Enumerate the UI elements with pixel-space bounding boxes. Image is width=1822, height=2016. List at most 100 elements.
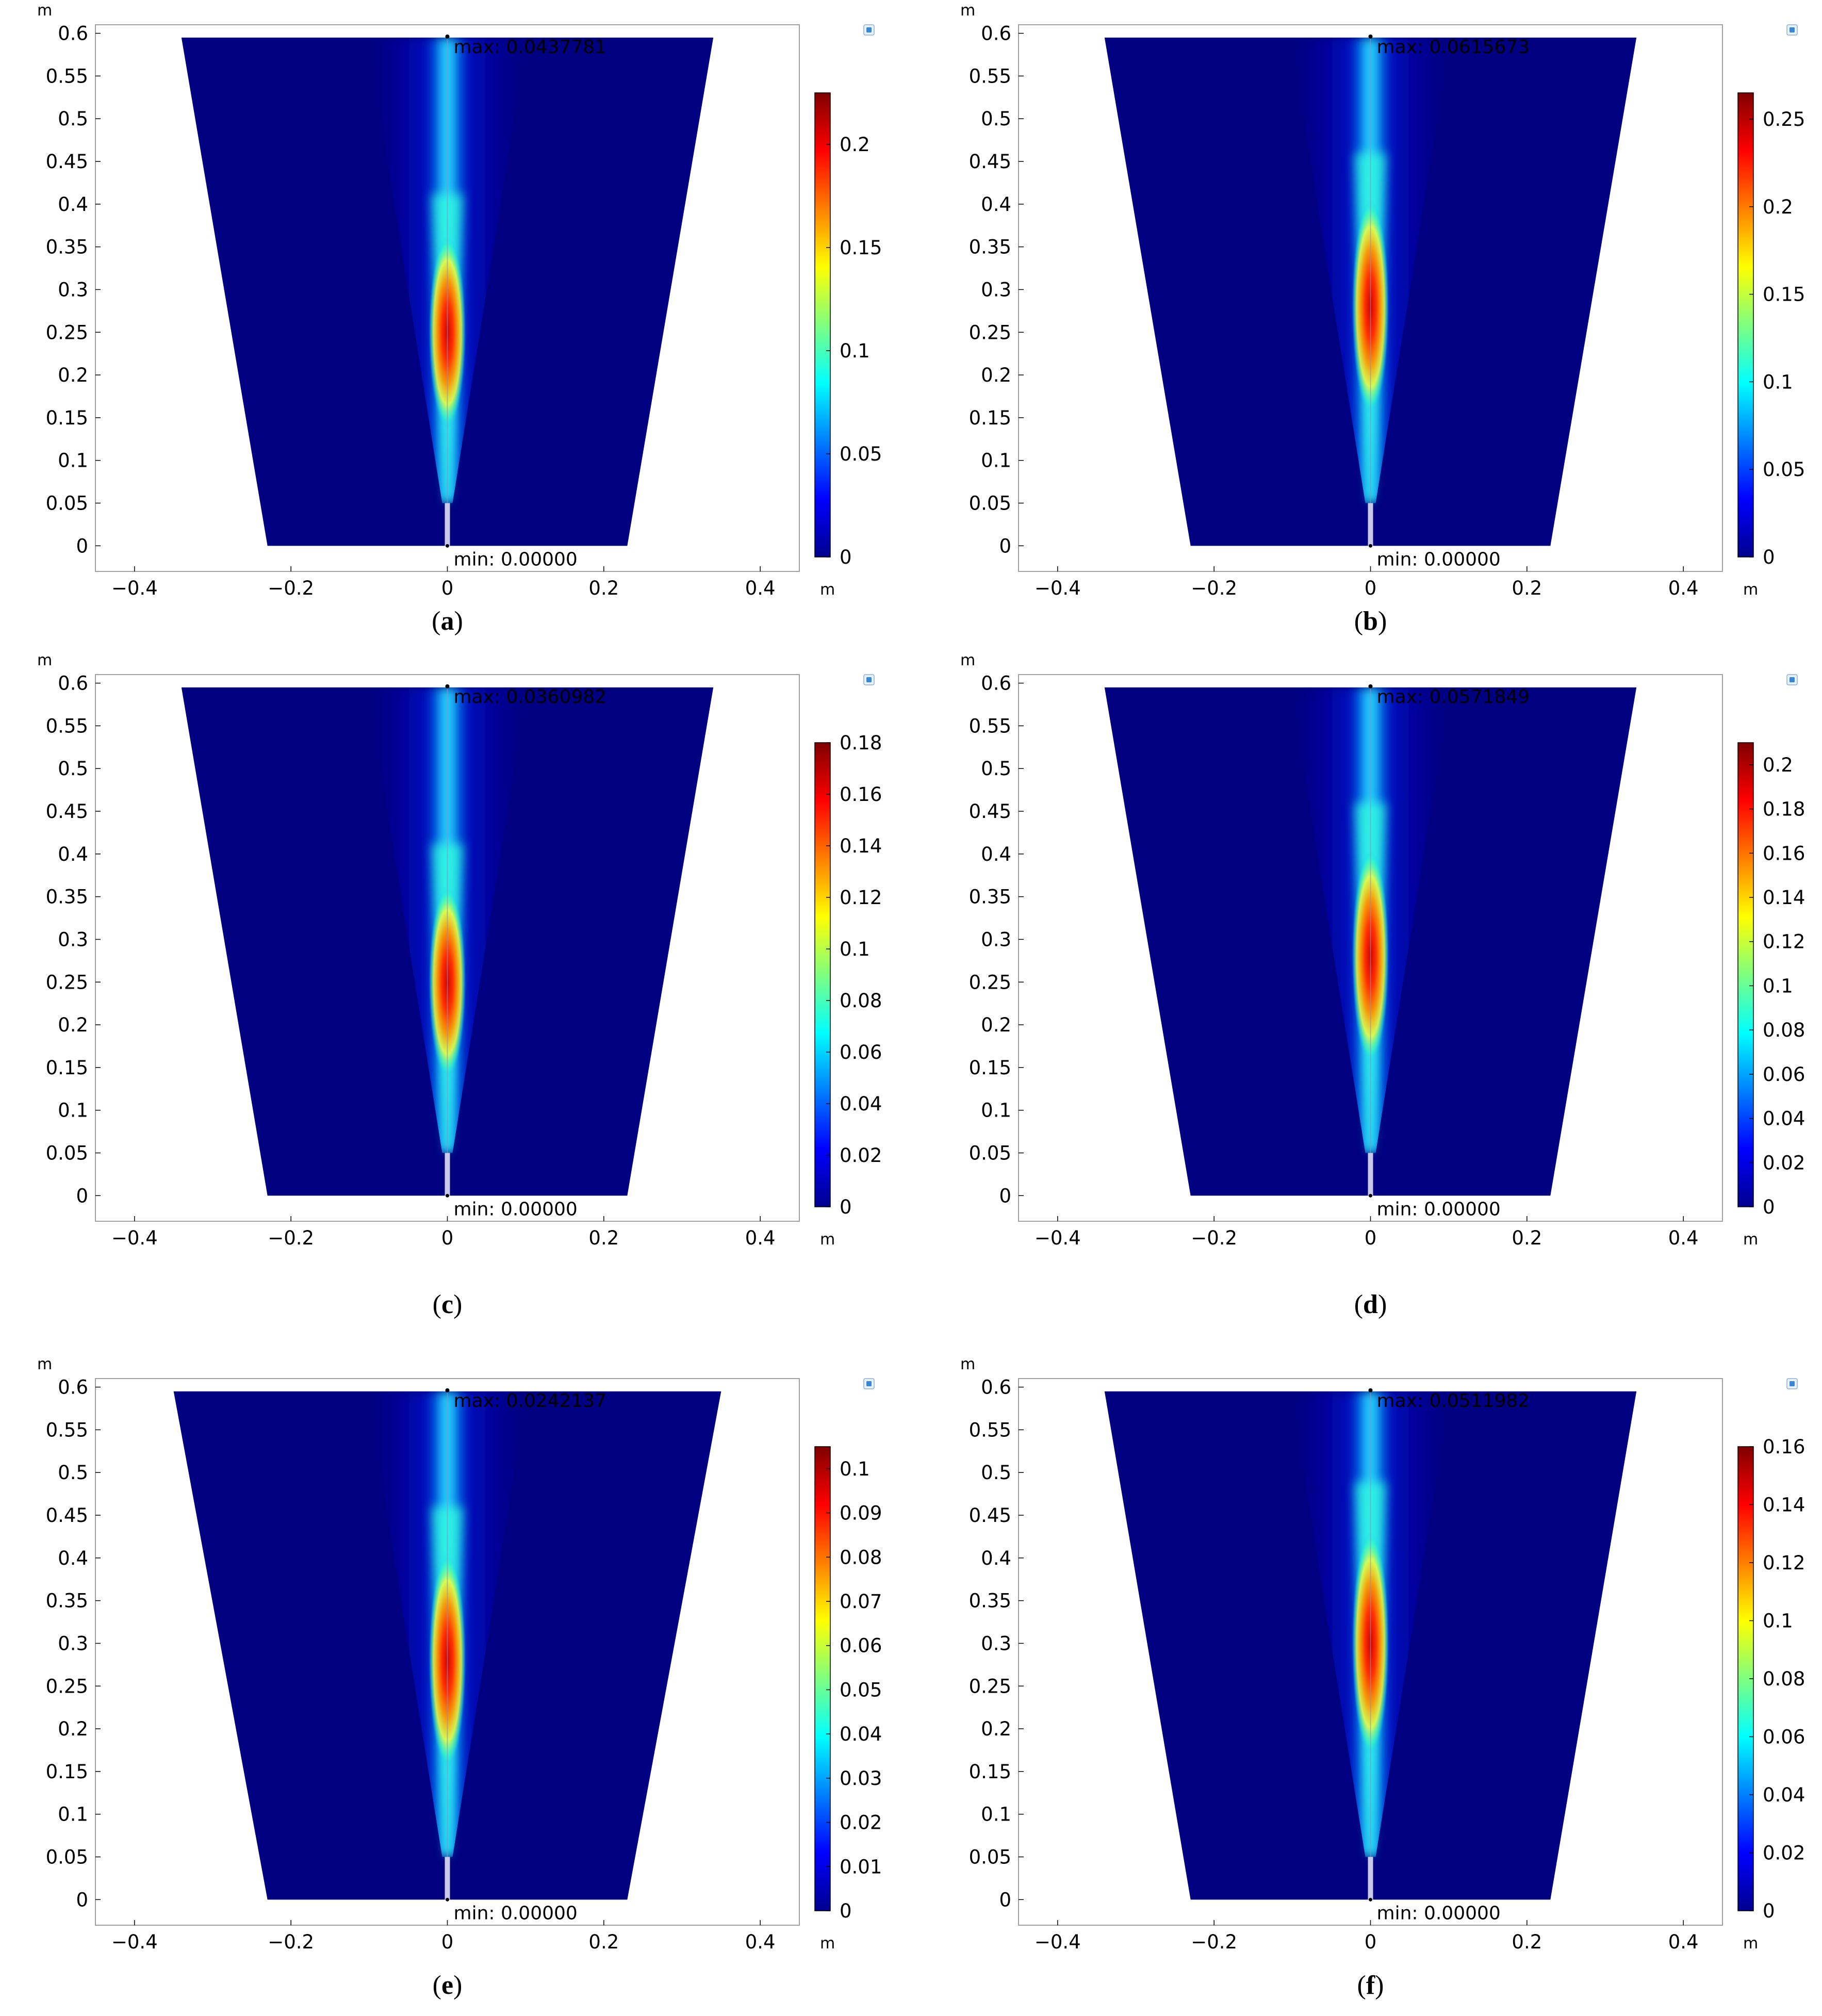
colorbar-tick-label: 0.18: [840, 732, 882, 754]
x-unit-label: m: [820, 581, 835, 599]
x-tick-label: −0.4: [111, 577, 158, 599]
y-tick-label: 0.5: [58, 758, 88, 780]
colorbar-tick-label: 0.06: [840, 1635, 882, 1657]
colorbar-tick-label: 0.02: [840, 1812, 882, 1834]
x-tick-label: −0.4: [1035, 1227, 1081, 1249]
y-tick-label: 0.1: [981, 1804, 1011, 1826]
x-unit-label: m: [1743, 581, 1758, 599]
x-unit-label: m: [820, 1231, 835, 1249]
y-tick-label: 0.1: [981, 450, 1011, 472]
caption-0: (a): [432, 607, 463, 636]
y-tick-label: 0.15: [969, 1761, 1011, 1783]
colorbar-tick-label: 0.05: [840, 1679, 882, 1701]
colorbar-tick-label: 0.04: [840, 1723, 882, 1745]
colorbar-tick-label: 0.02: [1763, 1842, 1805, 1864]
y-tick-label: 0.45: [46, 800, 88, 823]
y-tick-label: 0.45: [969, 151, 1011, 173]
y-tick-label: 0.05: [46, 1846, 88, 1869]
y-tick-label: 0.4: [58, 843, 88, 865]
export-icon[interactable]: [1786, 24, 1798, 36]
x-tick-label: 0: [1365, 1227, 1377, 1249]
y-tick-label: 0.6: [58, 23, 88, 45]
x-tick-label: 0.2: [1512, 1227, 1542, 1249]
export-icon[interactable]: [863, 674, 875, 685]
y-tick-label: 0.25: [969, 321, 1011, 343]
y-tick-label: 0.45: [46, 1504, 88, 1527]
y-tick-label: 0.05: [969, 1846, 1011, 1869]
x-tick-label: 0: [1365, 1931, 1377, 1953]
colorbar-tick-label: 0.16: [840, 783, 882, 806]
min-label: min: 0.00000: [1377, 549, 1501, 570]
max-label: max: 0.0511982: [1377, 1390, 1530, 1412]
min-marker: [1369, 544, 1372, 548]
y-tick-label: 0.2: [58, 364, 88, 386]
colorbar-tick-label: 0.1: [840, 938, 870, 960]
colorbar-tick-label: 0.06: [1763, 1726, 1805, 1748]
max-label: max: 0.0437781: [454, 37, 607, 58]
colorbar-tick-label: 0.1: [1763, 371, 1793, 393]
y-tick-label: 0.05: [969, 493, 1011, 515]
colorbar-tick-label: 0.2: [1763, 754, 1793, 776]
colorbar-tick-label: 0: [1763, 1196, 1775, 1218]
y-tick-label: 0.15: [969, 407, 1011, 429]
colorbar-tick-label: 0.04: [1763, 1784, 1805, 1806]
y-tick-label: 0.5: [981, 108, 1011, 130]
y-tick-label: 0.2: [58, 1014, 88, 1036]
export-icon[interactable]: [1786, 1378, 1798, 1389]
colorbar-tick-label: 0.04: [1763, 1108, 1805, 1130]
y-tick-label: 0.5: [58, 108, 88, 130]
export-icon[interactable]: [863, 24, 875, 36]
y-tick-label: 0.55: [969, 715, 1011, 737]
colorbar-tick-label: 0.16: [1763, 1436, 1805, 1458]
colorbar: [814, 92, 831, 558]
y-tick-label: 0.4: [981, 1547, 1011, 1569]
x-tick-label: 0.4: [1668, 577, 1699, 599]
caption-1: (b): [1354, 607, 1387, 636]
colorbar: [814, 1446, 831, 1911]
y-tick-label: 0.45: [969, 800, 1011, 823]
y-unit-label: m: [960, 2, 975, 20]
y-tick-label: 0.15: [46, 1057, 88, 1079]
y-unit-label: m: [960, 1355, 975, 1373]
x-tick-label: 0.4: [1668, 1227, 1699, 1249]
nozzle: [445, 503, 450, 546]
y-unit-label: m: [37, 1355, 52, 1373]
x-tick-label: −0.4: [1035, 1931, 1081, 1953]
y-tick-label: 0.3: [981, 278, 1011, 301]
x-unit-label: m: [1743, 1935, 1758, 1953]
y-unit-label: m: [37, 2, 52, 20]
x-tick-label: 0.4: [745, 577, 776, 599]
x-unit-label: m: [1743, 1231, 1758, 1249]
colorbar-tick-label: 0.05: [840, 443, 882, 465]
max-marker: [1368, 34, 1373, 39]
min-label: min: 0.00000: [454, 549, 578, 570]
caption-3: (d): [1354, 1290, 1387, 1319]
y-tick-label: 0.55: [46, 715, 88, 737]
y-tick-label: 0.1: [58, 1100, 88, 1122]
x-tick-label: 0.2: [588, 1931, 619, 1953]
nozzle: [1368, 1153, 1373, 1196]
x-tick-label: 0.2: [1512, 1931, 1542, 1953]
colorbar-tick-label: 0.05: [1763, 458, 1805, 481]
colorbar-tick-label: 0: [1763, 546, 1775, 568]
y-tick-label: 0.05: [46, 1142, 88, 1165]
colorbar-tick-label: 0.12: [1763, 1552, 1805, 1574]
colorbar-tick-label: 0.12: [1763, 931, 1805, 953]
y-tick-label: 0.6: [58, 1376, 88, 1399]
colorbar: [1737, 92, 1754, 558]
colorbar-tick-label: 0.08: [840, 990, 882, 1012]
y-tick-label: 0.5: [981, 758, 1011, 780]
colorbar-tick-label: 0.2: [840, 134, 870, 156]
min-label: min: 0.00000: [454, 1199, 578, 1220]
x-tick-label: 0.2: [1512, 577, 1542, 599]
colorbar-tick-label: 0.08: [1763, 1019, 1805, 1041]
y-tick-label: 0.25: [46, 321, 88, 343]
export-icon[interactable]: [1786, 674, 1798, 685]
y-tick-label: 0.1: [58, 1804, 88, 1826]
y-tick-label: 0.05: [969, 1142, 1011, 1165]
export-icon[interactable]: [863, 1378, 875, 1389]
